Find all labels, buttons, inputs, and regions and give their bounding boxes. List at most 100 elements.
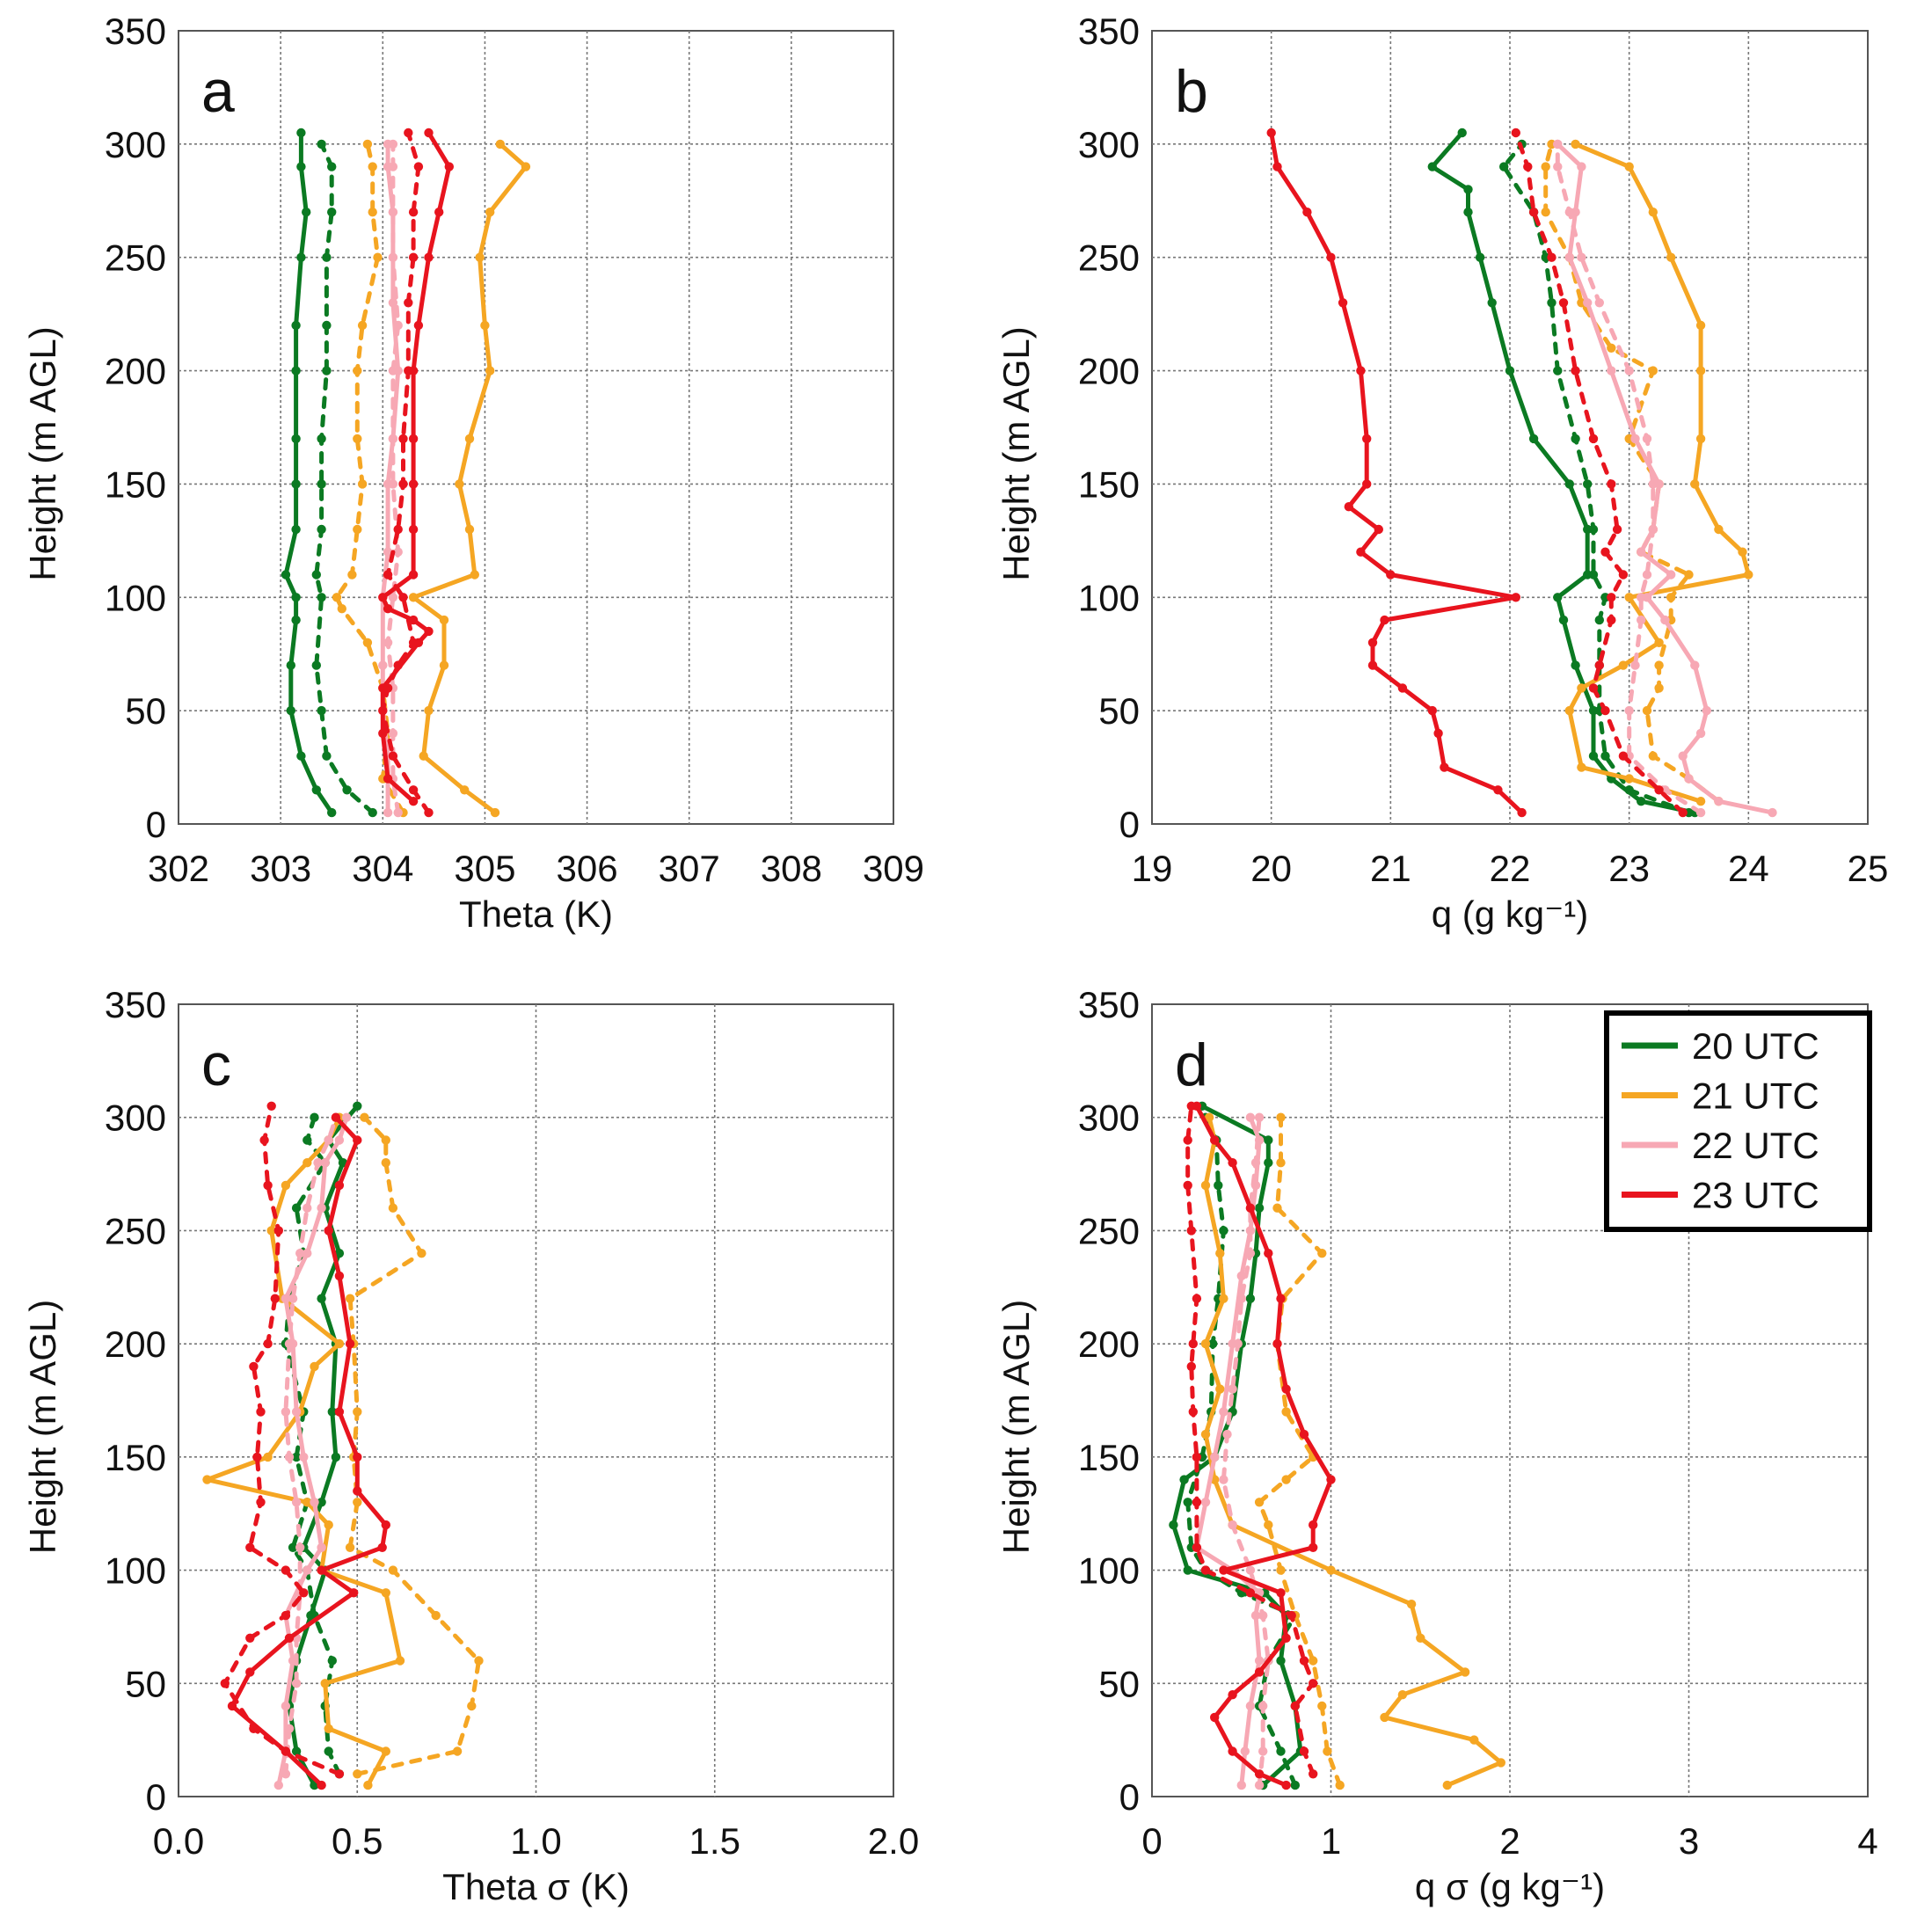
data-point — [1323, 1746, 1332, 1756]
data-point — [256, 1498, 266, 1507]
data-point — [311, 570, 321, 580]
series-group — [202, 1101, 484, 1790]
data-point — [413, 162, 424, 171]
data-point — [1386, 570, 1396, 580]
data-point — [296, 751, 306, 761]
data-point — [353, 524, 362, 535]
data-point — [408, 434, 419, 444]
data-point — [1416, 1633, 1425, 1644]
panel-label: a — [201, 58, 235, 125]
data-point — [324, 1724, 333, 1734]
data-point — [342, 785, 352, 795]
data-point — [1541, 162, 1550, 171]
data-point — [334, 1271, 345, 1281]
data-point — [327, 1407, 337, 1417]
data-point — [485, 208, 495, 217]
data-point — [1254, 1780, 1265, 1790]
data-point — [1272, 1203, 1282, 1213]
y-tick-label: 150 — [1078, 463, 1140, 505]
data-point — [284, 1633, 295, 1644]
panel-label: d — [1175, 1032, 1208, 1098]
data-point — [1571, 434, 1580, 444]
data-point — [377, 1542, 387, 1553]
data-point — [1335, 1780, 1345, 1790]
data-point — [1654, 660, 1664, 670]
data-point — [322, 366, 332, 375]
x-tick-label: 24 — [1728, 848, 1769, 889]
series-group — [1266, 128, 1777, 818]
data-point — [317, 479, 326, 489]
data-point — [383, 807, 393, 818]
data-point — [381, 1588, 390, 1598]
series-line-21-utc-solid — [205, 1115, 403, 1788]
data-point — [1276, 1158, 1286, 1168]
data-point — [388, 252, 398, 262]
series-line-23-utc-dashed — [380, 130, 431, 815]
y-tick-label: 100 — [105, 1550, 166, 1592]
data-point — [1547, 252, 1556, 262]
data-point — [393, 320, 403, 331]
data-point — [202, 1475, 212, 1484]
data-point — [1186, 1361, 1197, 1372]
data-point — [388, 434, 398, 444]
data-point — [1564, 479, 1575, 489]
data-point — [1222, 1429, 1232, 1440]
data-point — [303, 1565, 312, 1575]
data-point — [1695, 728, 1706, 739]
x-axis-label: Theta σ (K) — [442, 1866, 630, 1907]
data-point — [1684, 570, 1694, 580]
data-point — [1571, 660, 1580, 670]
data-point — [388, 139, 398, 149]
data-point — [470, 570, 479, 580]
data-point — [273, 1780, 283, 1790]
data-point — [1744, 570, 1753, 580]
data-point — [334, 1135, 345, 1145]
data-point — [1299, 1656, 1309, 1666]
x-axis-label: q σ (g kg⁻¹) — [1415, 1866, 1605, 1907]
data-point — [349, 1588, 359, 1598]
data-point — [317, 1780, 326, 1790]
data-point — [1427, 162, 1438, 171]
data-point — [363, 1780, 373, 1790]
data-point — [1344, 502, 1354, 512]
data-point — [281, 1610, 291, 1621]
data-point — [317, 1294, 326, 1303]
data-point — [1648, 751, 1658, 761]
data-point — [360, 1112, 369, 1122]
data-point — [1362, 479, 1372, 489]
data-point — [245, 1542, 255, 1553]
data-point — [317, 1498, 326, 1507]
panel-label: b — [1175, 58, 1208, 125]
data-point — [263, 1180, 273, 1191]
data-point — [1571, 139, 1580, 149]
data-point — [1600, 705, 1610, 716]
data-point — [495, 139, 505, 149]
data-point — [1210, 1135, 1220, 1145]
data-point — [1642, 570, 1652, 580]
data-point — [1302, 208, 1312, 217]
data-point — [291, 1407, 302, 1417]
data-point — [1695, 366, 1706, 375]
data-point — [1499, 162, 1509, 171]
data-point — [1338, 298, 1348, 308]
data-point — [404, 366, 413, 375]
data-point — [291, 1679, 302, 1688]
data-point — [388, 366, 398, 375]
data-point — [1290, 1701, 1301, 1711]
data-point — [1326, 1475, 1336, 1484]
x-tick-label: 22 — [1490, 848, 1531, 889]
data-point — [467, 1701, 477, 1711]
data-point — [395, 1656, 405, 1666]
data-point — [334, 1249, 345, 1258]
data-point — [303, 1498, 312, 1507]
data-point — [417, 1249, 426, 1258]
data-point — [313, 1158, 323, 1168]
data-point — [455, 479, 464, 489]
data-point — [1469, 1735, 1479, 1745]
data-point — [1558, 615, 1569, 625]
data-point — [1475, 252, 1485, 262]
data-point — [521, 162, 531, 171]
x-axis-label: Theta (K) — [459, 893, 613, 935]
data-point — [408, 797, 419, 806]
x-tick-label: 2.0 — [868, 1820, 919, 1862]
